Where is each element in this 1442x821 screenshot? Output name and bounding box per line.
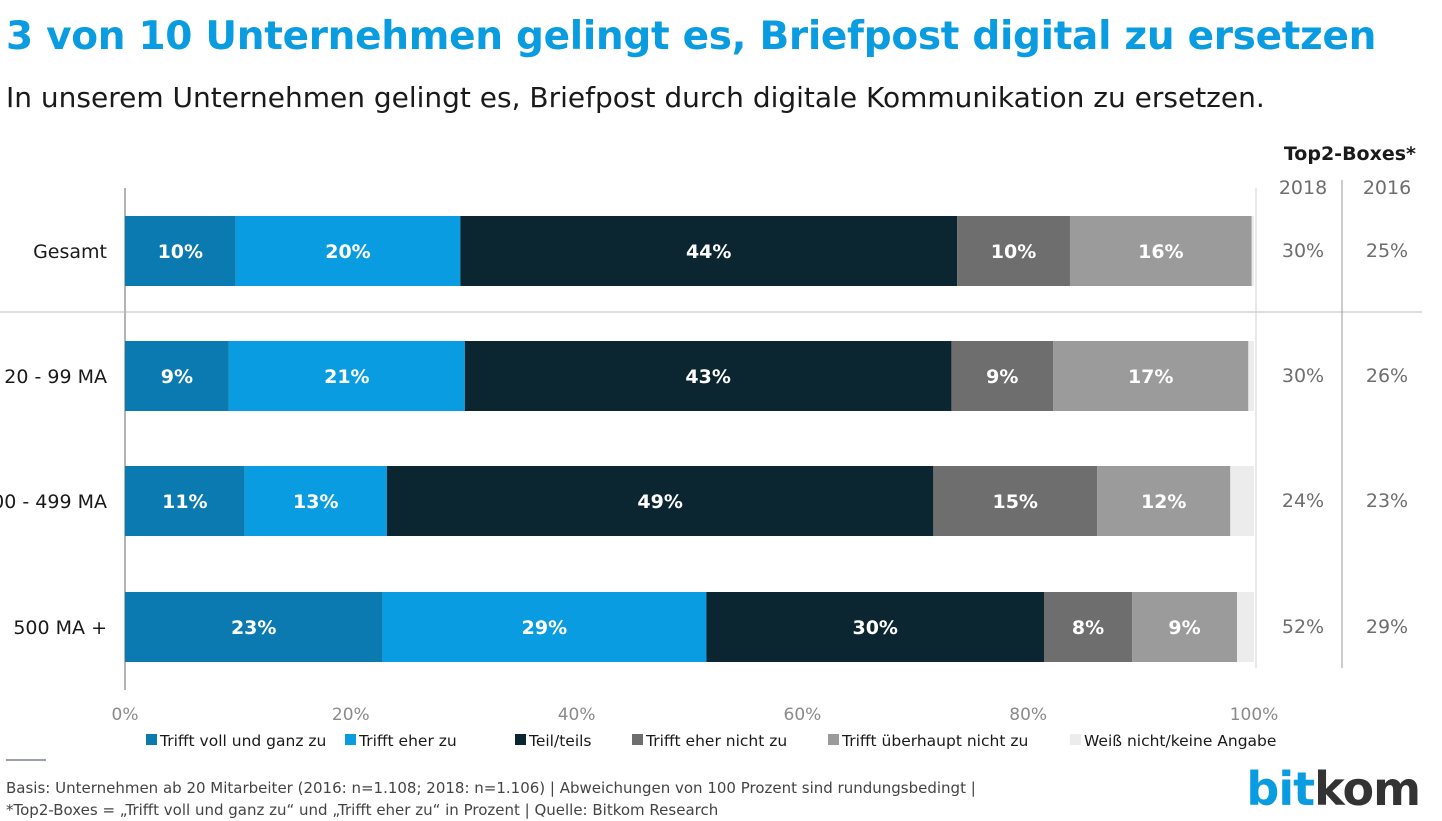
bar-segment (125, 592, 383, 662)
x-tick-label: 80% (1009, 705, 1047, 725)
category-label: Gesamt (33, 241, 107, 263)
data-label: 43% (685, 366, 730, 388)
bar-segment (235, 216, 461, 286)
legend-swatch (632, 734, 643, 745)
data-label: 29% (522, 617, 567, 639)
bar-segment (386, 466, 934, 536)
top2-value: 26% (1366, 365, 1408, 387)
bar-segment (933, 466, 1098, 536)
data-label: 30% (852, 617, 897, 639)
top2-value: 30% (1282, 240, 1324, 262)
bar-segment (951, 341, 1054, 411)
x-tick-label: 100% (1230, 705, 1279, 725)
bar-segment (1044, 592, 1133, 662)
bar-segment (464, 341, 952, 411)
chart-subtitle: In unserem Unternehmen gelingt es, Brief… (6, 81, 1265, 114)
bitkom-logo: bitkom (1246, 762, 1421, 816)
top2-value: 52% (1282, 616, 1324, 638)
bar-segment (125, 341, 229, 411)
data-label: 16% (1138, 241, 1183, 263)
top2-year-label: 2018 (1279, 177, 1327, 199)
x-tick-label: 0% (112, 705, 139, 725)
data-label: 20% (325, 241, 370, 263)
bar-segment (244, 466, 387, 536)
legend-label: Trifft voll und ganz zu (159, 732, 326, 750)
data-label: 10% (158, 241, 203, 263)
legend-swatch (828, 734, 839, 745)
top2-value: 23% (1366, 490, 1408, 512)
x-tick-label: 40% (558, 705, 596, 725)
logo-bit: bit (1246, 762, 1315, 816)
data-label: 44% (686, 241, 731, 263)
logo-kom: kom (1314, 762, 1421, 816)
bar-segment (1069, 216, 1252, 286)
legend-swatch (345, 734, 356, 745)
legend-label: Trifft eher zu (358, 732, 457, 750)
legend-swatch (1070, 734, 1081, 745)
bar-segment (1230, 466, 1254, 536)
top2-value: 25% (1366, 240, 1408, 262)
bar-segment (1053, 341, 1249, 411)
x-tick-label: 20% (332, 705, 370, 725)
bar-segment (125, 466, 245, 536)
data-label: 12% (1141, 491, 1186, 513)
data-label: 49% (637, 491, 682, 513)
x-tick-label: 60% (784, 705, 822, 725)
bar-segment (1237, 592, 1254, 662)
legend-label: Teil/teils (528, 732, 592, 750)
top2-value: 24% (1282, 490, 1324, 512)
data-label: 13% (293, 491, 338, 513)
legend-label: Trifft überhaupt nicht zu (841, 732, 1028, 750)
legend-swatch (515, 734, 526, 745)
data-label: 11% (162, 491, 207, 513)
category-label: 100 - 499 MA (0, 491, 107, 513)
legend-label: Trifft eher nicht zu (645, 732, 787, 750)
bar-segment (1251, 216, 1254, 286)
data-label: 21% (324, 366, 369, 388)
data-label: 9% (1168, 617, 1200, 639)
data-label: 15% (992, 491, 1037, 513)
bar-segment (1097, 466, 1231, 536)
legend-swatch (146, 734, 157, 745)
bar-segment (382, 592, 707, 662)
data-label: 8% (1072, 617, 1104, 639)
data-label: 23% (231, 617, 276, 639)
legend-label: Weiß nicht/keine Angabe (1084, 732, 1276, 750)
top2-value: 30% (1282, 365, 1324, 387)
bar-segment (228, 341, 465, 411)
top2-year-label: 2016 (1363, 177, 1411, 199)
bar-segment (1248, 341, 1254, 411)
data-label: 9% (161, 366, 193, 388)
footer-basis-note: Basis: Unternehmen ab 20 Mitarbeiter (20… (6, 779, 976, 797)
data-label: 10% (991, 241, 1036, 263)
chart-title: 3 von 10 Unternehmen gelingt es, Briefpo… (6, 14, 1377, 59)
bar-segment (706, 592, 1045, 662)
data-label: 17% (1128, 366, 1173, 388)
top2-header: Top2-Boxes* (1284, 143, 1416, 165)
data-label: 9% (986, 366, 1018, 388)
category-label: 20 - 99 MA (4, 366, 107, 388)
bar-segment (125, 216, 236, 286)
bar-segment (460, 216, 958, 286)
bar-segment (1132, 592, 1238, 662)
bar-segment (957, 216, 1070, 286)
top2-value: 29% (1366, 616, 1408, 638)
footer-rule (6, 759, 46, 761)
footer-source-note: *Top2-Boxes = „Trifft voll und ganz zu“ … (6, 801, 719, 819)
category-label: 500 MA + (13, 617, 107, 639)
